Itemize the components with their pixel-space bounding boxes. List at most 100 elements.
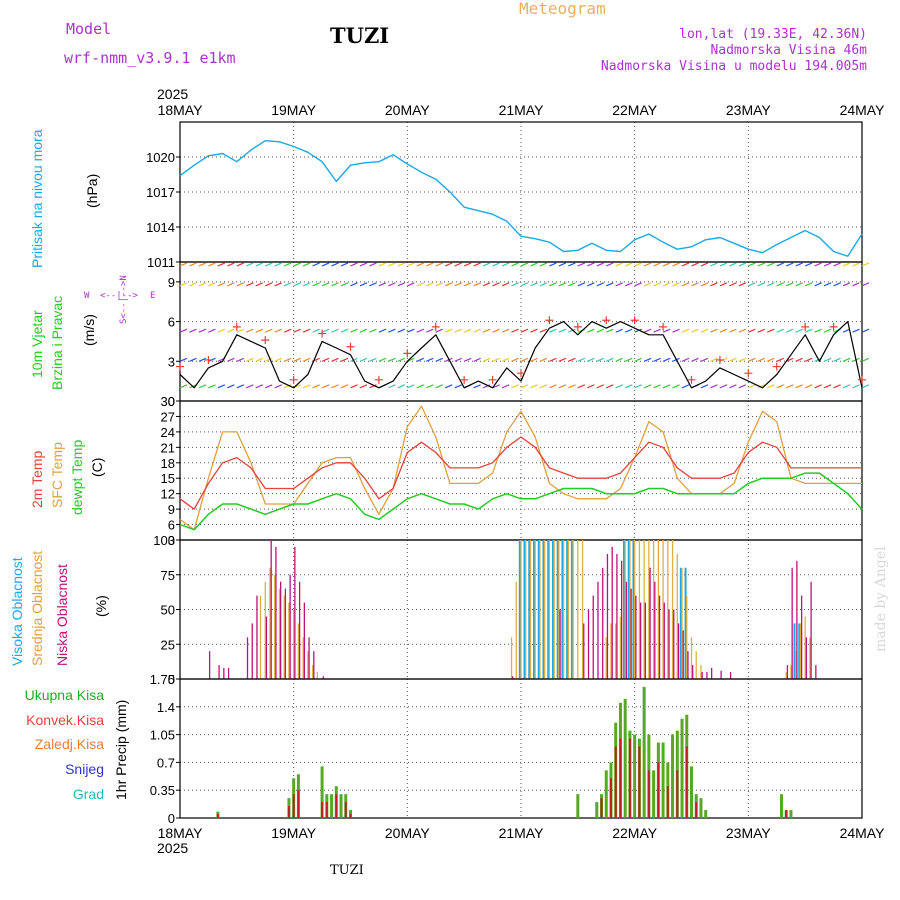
wind-barb [842,384,851,389]
total-rain-bar [690,766,693,818]
wind-barb [795,357,803,362]
wind-barb [767,282,775,287]
model-elevation: Nadmorska Visina u modelu 194.005m [601,59,867,74]
wind-barb [435,357,443,362]
wind-barb [596,328,605,333]
wind-barb [227,282,235,287]
conv-rain-bar [349,814,352,818]
wind-barb [691,328,699,333]
wind-barb [321,384,330,389]
y-tick-label: 1.05 [150,728,175,743]
conv-rain-bar [325,802,328,818]
total-rain-bar [339,794,343,818]
bottom-date-label: 19MAY [271,825,317,841]
wind-barb [463,282,472,287]
wind-barb [227,328,235,333]
model-label: Model [66,20,111,38]
gust-marker [715,355,724,364]
wind-barb [729,357,737,362]
conv-rain-bar [216,814,219,818]
wind-barb [785,262,794,267]
total-rain-bar [661,742,665,818]
wind-barb [814,262,822,267]
wind-barb [397,357,406,362]
wind-barb [672,262,680,267]
conv-rain-bar [666,786,669,818]
wind-barb [283,328,292,333]
legend-total-rain: Ukupna Kisa [25,687,105,703]
y-tick-label: 15 [161,471,175,486]
wind-barb [681,384,690,389]
wind-barb [842,282,851,287]
gust-marker [374,375,383,384]
2m-temp-line [179,436,862,510]
wind-barb [643,282,652,287]
station-title: TUZI [330,23,389,48]
compass-legend: W <--|--> E S<--|-->N [84,275,155,324]
temp-unit: (C) [89,458,105,477]
wind-barb [738,328,747,333]
wind-barb [842,357,851,362]
wind-barb [852,262,860,267]
wind-barb [804,328,813,333]
gust-marker [573,322,582,331]
wind-barb [302,357,311,362]
wind-barb [710,357,718,362]
wind-barb [283,357,292,362]
wind-barb [606,262,614,267]
wind-barb [700,262,709,267]
wind-barb [407,282,415,287]
y-tick-label: 75 [161,568,175,583]
wind-barb [255,328,264,333]
wind-barb [189,328,197,333]
wind-barb [359,282,368,287]
y-tick-label: 0.7 [157,755,175,770]
bottom-date-label: 24MAY [840,825,886,841]
wind-barb [823,384,832,389]
bottom-date-label: 21MAY [499,825,545,841]
y-tick-label: 25 [161,637,175,652]
wind-barb [643,328,652,333]
wind-barb [710,328,718,333]
wind-barb [520,328,529,333]
wind-barb [568,384,576,389]
wind-barb [246,328,254,333]
wind-barb [861,357,870,362]
wind-barb [482,328,491,333]
wind-barb [653,282,661,287]
wind-barb [265,357,273,362]
y-tick-label: 1017 [146,185,175,200]
wind-barb [312,262,320,267]
gust-marker [431,322,440,331]
y-tick-label: 100 [153,533,175,548]
panel-frame [179,678,863,819]
dewpoint-line [179,472,863,531]
wind-barb [397,262,406,267]
wind-barb [208,384,216,389]
wind-barb [634,328,642,333]
wind-barb [369,384,377,389]
wind-barb [748,357,756,362]
wind-barb [719,262,728,267]
y-tick-label: 6 [168,518,175,533]
wind-barb [473,384,481,389]
wind-barb [426,262,434,267]
wind-barb [785,357,794,362]
conv-rain-bar [785,810,788,818]
wind-barb [473,357,481,362]
wind-barb [198,384,207,389]
wind-barb [331,357,339,362]
gust-marker [204,355,213,364]
wind-barb [378,328,387,333]
conv-rain-bar [685,746,688,818]
total-rain-bar [595,802,599,818]
wind-barb [662,328,671,333]
mid-cloud-ylabel: Srednja Oblacnost [29,551,45,666]
bottom-year: 2025 [157,840,188,856]
wind-barb [255,357,264,362]
wind-barb [416,384,425,389]
wind-barb [312,384,320,389]
wind-barb [340,357,349,362]
total-rain-bar [604,770,608,818]
wind-barb [681,357,690,362]
